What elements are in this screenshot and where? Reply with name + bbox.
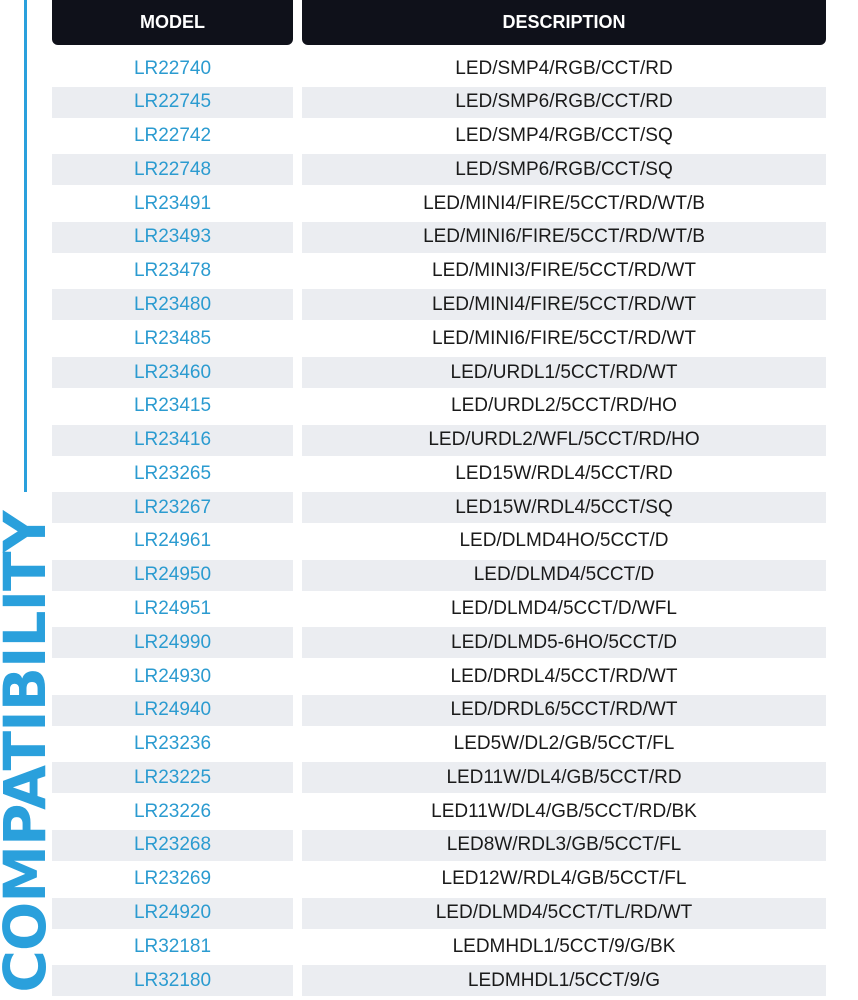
description-cell: LED15W/RDL4/5CCT/RD — [455, 462, 673, 484]
model-cell: LR23491 — [133, 192, 212, 214]
model-cell: LR23415 — [133, 395, 212, 417]
table-row: LR23478 LED/MINI3/FIRE/5CCT/RD/WT — [52, 256, 826, 287]
model-cell: LR24950 — [52, 559, 293, 591]
model-cell: LR23416 — [52, 424, 293, 456]
model-cell: LR24990 — [52, 627, 293, 659]
description-cell: LED/URDL2/WFL/5CCT/RD/HO — [302, 424, 826, 456]
description-cell: LEDMHDL1/5CCT/9/G — [302, 965, 826, 997]
description-cell: LED/URDL2/5CCT/RD/HO — [451, 395, 677, 417]
model-cell: LR24920 — [52, 897, 293, 929]
table-row: LR24951 LED/DLMD4/5CCT/D/WFL — [52, 593, 826, 624]
description-cell: LED/MINI6/FIRE/5CCT/RD/WT — [432, 327, 696, 349]
model-cell: LR24951 — [133, 597, 212, 619]
header-description: DESCRIPTION — [302, 0, 826, 45]
description-cell: LED/DLMD4/5CCT/TL/RD/WT — [302, 897, 826, 929]
table-row: LR23269 LED12W/RDL4/GB/5CCT/FL — [52, 864, 826, 895]
model-cell: LR23265 — [133, 462, 212, 484]
description-cell: LED/DRDL6/5CCT/RD/WT — [302, 694, 826, 726]
table-row: LR22742 LED/SMP4/RGB/CCT/SQ — [52, 121, 826, 152]
table-row: LR24961 LED/DLMD4HO/5CCT/D — [52, 526, 826, 557]
description-cell: LED15W/RDL4/5CCT/SQ — [302, 492, 826, 524]
table-row: LR23265 LED15W/RDL4/5CCT/RD — [52, 458, 826, 489]
table-row: LR32180 LEDMHDL1/5CCT/9/G — [52, 965, 826, 997]
table-row: LR24940 LED/DRDL6/5CCT/RD/WT — [52, 694, 826, 726]
model-cell: LR23480 — [52, 289, 293, 321]
model-cell: LR22748 — [52, 154, 293, 186]
model-cell: LR23268 — [52, 829, 293, 861]
model-cell: LR23493 — [52, 221, 293, 253]
description-cell: LED8W/RDL3/GB/5CCT/FL — [302, 829, 826, 861]
table-row: LR22740 LED/SMP4/RGB/CCT/RD — [52, 53, 826, 84]
description-cell: LED5W/DL2/GB/5CCT/FL — [453, 733, 675, 755]
model-cell: LR32180 — [52, 965, 293, 997]
side-label: COMPATIBILITY — [0, 511, 59, 993]
table-row: LR32181 LEDMHDL1/5CCT/9/G/BK — [52, 931, 826, 962]
model-cell: LR23236 — [133, 733, 212, 755]
table-row: LR23491 LED/MINI4/FIRE/5CCT/RD/WT/B — [52, 188, 826, 219]
table-row: LR24930 LED/DRDL4/5CCT/RD/WT — [52, 661, 826, 692]
table-row: LR23460 LED/URDL1/5CCT/RD/WT — [52, 357, 826, 389]
description-cell: LED12W/RDL4/GB/5CCT/FL — [441, 868, 687, 890]
model-cell: LR22742 — [133, 125, 212, 147]
table-row: LR23267 LED15W/RDL4/5CCT/SQ — [52, 492, 826, 524]
model-cell: LR23485 — [133, 327, 212, 349]
table-row: LR23493 LED/MINI6/FIRE/5CCT/RD/WT/B — [52, 221, 826, 253]
model-cell: LR23269 — [133, 868, 212, 890]
description-cell: LED/DLMD4HO/5CCT/D — [459, 530, 669, 552]
model-cell: LR32181 — [133, 935, 212, 957]
model-cell: LR23225 — [52, 762, 293, 794]
model-cell: LR23267 — [52, 492, 293, 524]
description-cell: LED/SMP6/RGB/CCT/SQ — [302, 154, 826, 186]
description-cell: LED/SMP4/RGB/CCT/SQ — [455, 125, 673, 147]
description-cell: LEDMHDL1/5CCT/9/G/BK — [452, 935, 676, 957]
table-row: LR23415 LED/URDL2/5CCT/RD/HO — [52, 391, 826, 422]
accent-line — [24, 0, 27, 492]
description-cell: LED/MINI4/FIRE/5CCT/RD/WT/B — [423, 192, 705, 214]
description-cell: LED/SMP6/RGB/CCT/RD — [302, 86, 826, 118]
description-cell: LED/URDL1/5CCT/RD/WT — [302, 357, 826, 389]
table-row: LR23225 LED11W/DL4/GB/5CCT/RD — [52, 762, 826, 794]
description-cell: LED/MINI3/FIRE/5CCT/RD/WT — [432, 260, 696, 282]
table-row: LR23236 LED5W/DL2/GB/5CCT/FL — [52, 729, 826, 760]
description-cell: LED/DRDL4/5CCT/RD/WT — [450, 665, 678, 687]
table-row: LR23485 LED/MINI6/FIRE/5CCT/RD/WT — [52, 323, 826, 354]
model-cell: LR22745 — [52, 86, 293, 118]
table-row: LR24920 LED/DLMD4/5CCT/TL/RD/WT — [52, 897, 826, 929]
description-cell: LED/DLMD5-6HO/5CCT/D — [302, 627, 826, 659]
model-cell: LR24961 — [133, 530, 212, 552]
table-row: LR23268 LED8W/RDL3/GB/5CCT/FL — [52, 829, 826, 861]
table-row: LR23226 LED11W/DL4/GB/5CCT/RD/BK — [52, 796, 826, 827]
header-model: MODEL — [52, 0, 293, 45]
description-cell: LED11W/DL4/GB/5CCT/RD — [302, 762, 826, 794]
description-cell: LED/SMP4/RGB/CCT/RD — [455, 57, 673, 79]
model-cell: LR23226 — [133, 800, 212, 822]
model-cell: LR23478 — [133, 260, 212, 282]
table-row: LR22748 LED/SMP6/RGB/CCT/SQ — [52, 154, 826, 186]
table-row: LR22745 LED/SMP6/RGB/CCT/RD — [52, 86, 826, 118]
description-cell: LED/DLMD4/5CCT/D/WFL — [451, 597, 677, 619]
description-cell: LED11W/DL4/GB/5CCT/RD/BK — [431, 800, 697, 822]
table-row: LR24950 LED/DLMD4/5CCT/D — [52, 559, 826, 591]
model-cell: LR23460 — [52, 357, 293, 389]
table-row: LR23416 LED/URDL2/WFL/5CCT/RD/HO — [52, 424, 826, 456]
description-cell: LED/DLMD4/5CCT/D — [302, 559, 826, 591]
model-cell: LR22740 — [133, 57, 212, 79]
description-cell: LED/MINI6/FIRE/5CCT/RD/WT/B — [302, 221, 826, 253]
model-cell: LR24940 — [52, 694, 293, 726]
table-row: LR24990 LED/DLMD5-6HO/5CCT/D — [52, 627, 826, 659]
model-cell: LR24930 — [133, 665, 212, 687]
table-row: LR23480 LED/MINI4/FIRE/5CCT/RD/WT — [52, 289, 826, 321]
description-cell: LED/MINI4/FIRE/5CCT/RD/WT — [302, 289, 826, 321]
